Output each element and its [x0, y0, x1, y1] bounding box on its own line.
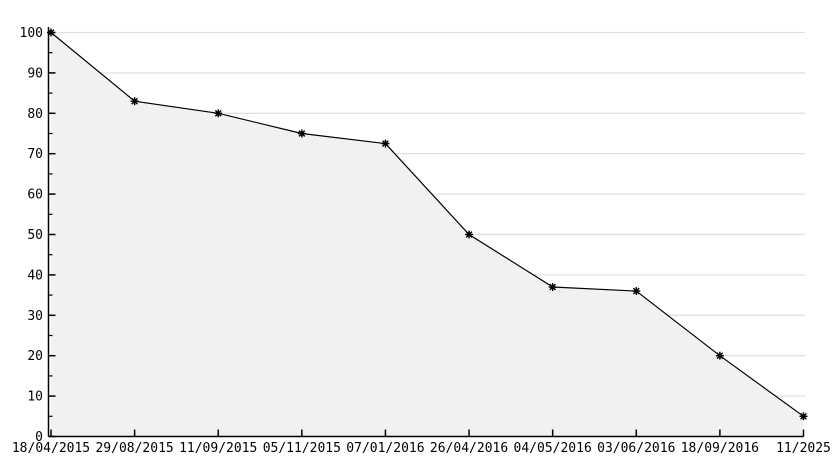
y-tick-label: 40: [27, 268, 43, 283]
x-tick-label: 18/04/2015: [12, 441, 90, 456]
x-tick-label: 26/04/2016: [430, 441, 508, 456]
y-tick-label: 10: [27, 390, 43, 405]
x-tick-label: 11/2025: [776, 441, 831, 456]
x-tick-label: 29/08/2015: [95, 441, 173, 456]
x-tick-label: 11/09/2015: [179, 441, 257, 456]
x-tick-label: 03/06/2016: [597, 441, 675, 456]
y-tick-label: 90: [27, 66, 43, 81]
y-tick-label: 0: [35, 430, 43, 445]
series-line: [50, 32, 804, 417]
x-tick-label: 04/05/2016: [514, 441, 592, 456]
axis-ticks: [48, 31, 805, 438]
x-tick-label: 18/09/2016: [681, 441, 759, 456]
x-tick-label: 05/11/2015: [263, 441, 341, 456]
area-fill: [51, 32, 804, 437]
y-tick-label: 50: [27, 228, 43, 243]
x-tick-label: 07/01/2016: [346, 441, 424, 456]
y-tick-label: 60: [27, 188, 43, 203]
y-axis-labels: 0 10 20 30 40 50 60 70 80 90 100: [20, 26, 43, 445]
x-axis-labels: 18/04/2015 29/08/2015 11/09/2015 05/11/2015…: [12, 441, 831, 456]
axes: [47, 27, 804, 438]
y-tick-label: 70: [27, 147, 43, 162]
y-tick-label: 100: [20, 26, 43, 41]
y-tick-label: 20: [27, 349, 43, 364]
y-tick-label: 80: [27, 107, 43, 122]
y-tick-label: 30: [27, 309, 43, 324]
